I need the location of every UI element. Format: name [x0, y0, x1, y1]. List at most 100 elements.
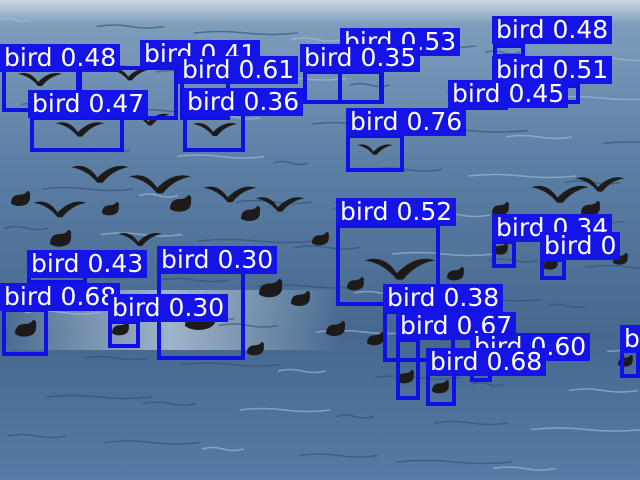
detection-box	[540, 258, 566, 280]
wave-ripple	[349, 82, 391, 88]
wave-ripple	[585, 264, 640, 269]
wave-ripple	[471, 381, 505, 387]
detection-label: bird 0.38	[383, 284, 504, 312]
sitting-bird	[15, 320, 37, 337]
detection-box	[183, 112, 245, 152]
detection-label: bird 0.52	[336, 198, 457, 226]
wave-ripple	[568, 388, 639, 393]
sitting-bird	[493, 243, 508, 255]
sitting-bird	[102, 202, 119, 216]
sitting-bird	[11, 191, 31, 206]
detection-label: b	[620, 325, 640, 353]
wave-ripple	[100, 232, 183, 237]
flying-bird	[364, 258, 436, 280]
detection-box	[346, 134, 404, 172]
detection-label: bird 0	[540, 232, 621, 260]
wave-ripple	[176, 154, 265, 159]
sitting-bird	[367, 332, 384, 346]
detection-box	[30, 116, 124, 152]
detection-box	[2, 308, 48, 356]
detection-box	[396, 338, 420, 400]
wave-ripple	[273, 160, 309, 166]
wave-ripple	[45, 394, 153, 400]
flying-bird	[71, 165, 129, 183]
sitting-bird	[432, 380, 449, 394]
flying-bird	[193, 123, 237, 136]
sitting-bird	[492, 202, 509, 216]
wave-ripple	[180, 362, 283, 367]
wave-ripple	[395, 459, 513, 465]
wave-ripple	[547, 303, 587, 309]
detection-label: bird 0.30	[108, 294, 229, 322]
detection-label: bird 0.43	[27, 250, 148, 278]
wave-ripple	[218, 323, 279, 328]
wave-ripple	[7, 433, 67, 439]
wave-ripple	[492, 466, 557, 471]
detection-label: bird 0.45	[448, 80, 569, 108]
wave-ripple	[96, 24, 165, 29]
detection-label: bird 0.61	[178, 56, 299, 84]
flying-bird	[357, 144, 393, 155]
detection-label: bird 0.47	[28, 90, 149, 118]
wave-ripple	[505, 134, 573, 140]
wave-ripple	[41, 186, 135, 192]
flying-bird	[129, 175, 191, 194]
wave-ripple	[138, 193, 179, 198]
wave-ripple	[602, 141, 640, 145]
detection-label: bird 0.30	[157, 246, 278, 274]
sitting-bird	[447, 267, 464, 281]
flying-bird	[33, 201, 87, 218]
detection-label: bird 0.48	[492, 16, 613, 44]
sitting-bird	[259, 279, 283, 298]
detection-box	[108, 320, 140, 348]
wave-ripple	[433, 420, 509, 426]
sitting-bird	[312, 232, 329, 246]
wave-ripple	[336, 414, 375, 419]
sitting-bird	[613, 253, 628, 265]
detection-label: bird 0.35	[300, 44, 421, 72]
wave-ripple	[484, 50, 521, 55]
sitting-bird	[581, 201, 601, 216]
detection-label: bird 0.68	[426, 348, 547, 376]
flying-bird	[18, 73, 62, 86]
wave-ripple	[193, 30, 299, 36]
sitting-bird	[326, 321, 346, 336]
wave-ripple	[290, 37, 343, 42]
flying-bird	[203, 186, 257, 203]
flying-bird	[55, 122, 105, 137]
wave-ripple	[467, 173, 577, 179]
sitting-bird	[247, 342, 264, 356]
wave-ripple	[298, 453, 379, 458]
wave-ripple	[294, 245, 361, 250]
sitting-bird	[241, 206, 261, 221]
detection-box	[492, 240, 516, 268]
flying-bird	[118, 233, 162, 246]
sitting-bird	[170, 195, 192, 212]
wave-ripple	[142, 401, 197, 406]
detection-box	[303, 70, 383, 104]
flying-bird	[531, 185, 589, 203]
wave-ripple	[530, 427, 640, 432]
wave-ripple	[201, 446, 245, 452]
detection-label: bird 0.51	[492, 56, 613, 84]
wave-ripple	[3, 225, 49, 231]
detection-label: bird 0.36	[183, 88, 304, 116]
sitting-bird	[112, 322, 129, 336]
wave-ripple	[0, 17, 31, 23]
flying-bird	[575, 177, 625, 192]
wave-ripple	[391, 251, 495, 257]
flying-bird	[255, 197, 305, 212]
wave-ripple	[235, 199, 313, 205]
sitting-bird	[397, 370, 414, 384]
wave-ripple	[239, 407, 331, 413]
wave-ripple	[83, 355, 149, 361]
wave-ripple	[197, 238, 317, 244]
detection-label: bird 0.68	[0, 283, 121, 311]
detection-label: bird 0.76	[346, 108, 467, 136]
sitting-bird	[347, 277, 364, 291]
sitting-bird	[50, 230, 72, 247]
wave-ripple	[104, 440, 201, 445]
sitting-bird	[291, 291, 311, 306]
wave-ripple	[159, 277, 231, 283]
